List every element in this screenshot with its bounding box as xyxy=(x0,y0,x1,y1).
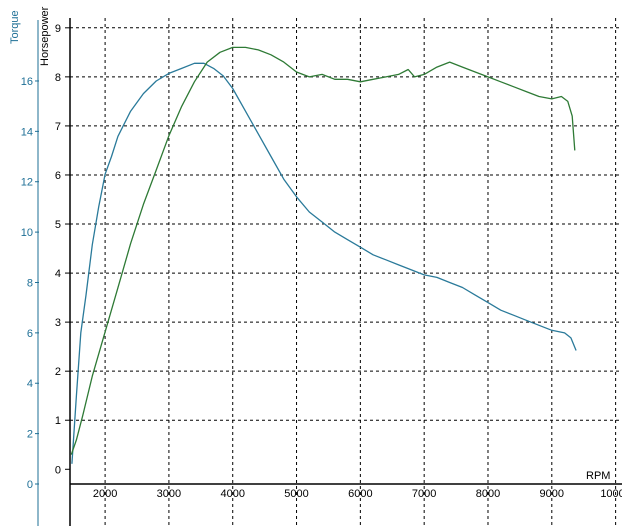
tick-labels: 2000300040005000600070008000900010000012… xyxy=(21,23,622,500)
torque-tick-label: 8 xyxy=(27,277,33,289)
torque-curve xyxy=(71,62,577,464)
hp-tick-label: 5 xyxy=(55,219,61,231)
x-axis-label: RPM xyxy=(586,470,610,482)
torque-axis-label: Torque xyxy=(9,10,21,44)
x-tick-label: 4000 xyxy=(220,488,244,500)
grid-lines xyxy=(70,18,622,526)
torque-tick-label: 4 xyxy=(27,378,33,390)
horsepower-axis-label: Horsepower xyxy=(39,6,51,66)
hp-tick-label: 7 xyxy=(55,121,61,133)
x-tick-label: 3000 xyxy=(157,488,181,500)
torque-tick-label: 16 xyxy=(21,76,33,88)
x-tick-label: 6000 xyxy=(348,488,372,500)
torque-tick-label: 6 xyxy=(27,328,33,340)
x-tick-label: 2000 xyxy=(93,488,117,500)
torque-tick-label: 0 xyxy=(27,479,33,491)
torque-tick-label: 14 xyxy=(21,126,33,138)
hp-tick-label: 8 xyxy=(55,72,61,84)
series-lines xyxy=(70,46,577,464)
x-tick-label: 9000 xyxy=(540,488,564,500)
hp-tick-label: 4 xyxy=(55,268,61,280)
torque-tick-label: 2 xyxy=(27,429,33,441)
horsepower-curve xyxy=(70,46,576,455)
x-tick-label: 5000 xyxy=(284,488,308,500)
hp-tick-label: 2 xyxy=(55,366,61,378)
hp-tick-label: 0 xyxy=(55,464,61,476)
torque-tick-label: 10 xyxy=(21,227,33,239)
hp-tick-label: 6 xyxy=(55,170,61,182)
hp-tick-label: 1 xyxy=(55,415,61,427)
x-tick-label: 7000 xyxy=(412,488,436,500)
hp-tick-label: 3 xyxy=(55,317,61,329)
x-tick-label: 8000 xyxy=(476,488,500,500)
hp-tick-label: 9 xyxy=(55,23,61,35)
torque-tick-label: 12 xyxy=(21,177,33,189)
axes xyxy=(35,18,622,526)
